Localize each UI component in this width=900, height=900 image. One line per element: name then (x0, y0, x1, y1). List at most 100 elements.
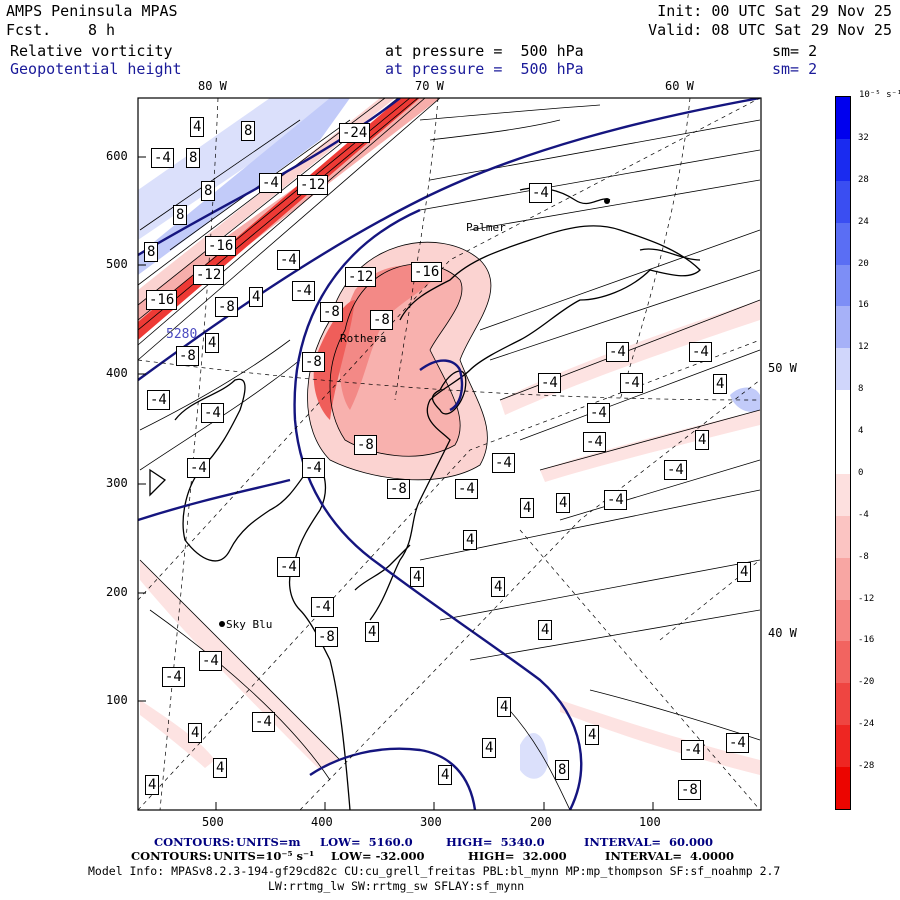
vorticity-label: 4 (695, 430, 710, 450)
model-info-physics: LW:rrtmg_lw SW:rrtmg_sw SFLAY:sf_mynn (268, 879, 525, 893)
vorticity-label: -4 (587, 403, 610, 423)
vorticity-contours-low: LOW= -32.000 (331, 849, 425, 863)
lon-label-80w: 80 W (198, 79, 227, 93)
vorticity-label: -16 (205, 236, 237, 256)
colorbar-band (836, 348, 850, 391)
station-marker-sky-blu (219, 621, 225, 627)
vorticity-label: 4 (190, 117, 205, 137)
vorticity-label: 4 (205, 333, 220, 353)
vorticity-label: 4 (463, 530, 478, 550)
vorticity-label: -4 (726, 733, 749, 753)
station-palmer: Palmer (466, 221, 506, 234)
field2-smoothing: sm= 2 (772, 60, 818, 78)
vorticity-label: 4 (213, 758, 228, 778)
vorticity-label: -8 (678, 780, 701, 800)
x-tick-300: 300 (420, 815, 442, 829)
colorbar-band (836, 515, 850, 559)
vorticity-contours-units: UNITS=10⁻⁵ s⁻¹ (213, 849, 315, 863)
lon-label-50w: 50 W (768, 361, 797, 375)
vorticity-label: 4 (410, 567, 425, 587)
vorticity-label: -4 (606, 342, 629, 362)
vorticity-label: -4 (664, 460, 687, 480)
colorbar-tick-label: 16 (858, 300, 869, 311)
vorticity-label: 4 (249, 287, 264, 307)
forecast-label: Fcst. (6, 21, 52, 39)
colorbar-tick-label: -20 (858, 677, 875, 688)
vorticity-label: 4 (438, 765, 453, 785)
vorticity-label: -8 (370, 310, 393, 330)
colorbar-tick-label: 20 (858, 258, 869, 269)
vorticity-label: -4 (162, 667, 185, 687)
vorticity-label: 8 (241, 121, 256, 141)
x-tick-100: 100 (639, 815, 661, 829)
colorbar-band (836, 599, 850, 642)
vorticity-label: -4 (492, 453, 515, 473)
vorticity-label: -16 (146, 290, 178, 310)
vorticity-label: 4 (737, 562, 752, 582)
vorticity-label: -8 (387, 479, 410, 499)
vorticity-label: 4 (713, 374, 728, 394)
model-title: AMPS Peninsula MPAS (6, 2, 178, 20)
coastline (149, 187, 701, 810)
colorbar-band (836, 641, 850, 684)
colorbar-band (836, 222, 850, 266)
vorticity-label: -24 (339, 123, 371, 143)
field1-level: at pressure = 500 hPa (385, 42, 584, 60)
map-frame (137, 97, 762, 811)
lon-label-40w: 40 W (768, 626, 797, 640)
vorticity-label: 4 (585, 725, 600, 745)
vorticity-label: 4 (538, 620, 553, 640)
vorticity-label: -4 (277, 250, 300, 270)
x-tick-400: 400 (311, 815, 333, 829)
station-rothera: Rothera (340, 332, 387, 345)
vorticity-contours-high: HIGH= 32.000 (468, 849, 567, 863)
y-tick-300: 300 (106, 476, 128, 490)
lon-label-70w: 70 W (415, 79, 444, 93)
vorticity-label: 4 (188, 723, 203, 743)
vorticity-label: -4 (620, 373, 643, 393)
vorticity-label: -4 (292, 281, 315, 301)
height-contours-label: CONTOURS: (154, 835, 235, 849)
vorticity-label: -4 (277, 557, 300, 577)
vorticity-label: -16 (411, 262, 443, 282)
valid-time: Valid: 08 UTC Sat 29 Nov 25 (648, 21, 892, 39)
colorbar-tick-label: 4 (858, 426, 864, 437)
height-contour-label: 5280 (166, 327, 198, 342)
vorticity-label: -8 (315, 627, 338, 647)
colorbar-tick-label: -24 (858, 719, 875, 730)
vorticity-label: -8 (354, 435, 377, 455)
height-contours-interval: INTERVAL= 60.000 (584, 835, 714, 849)
vorticity-label: -12 (345, 267, 377, 287)
vorticity-label: 4 (482, 738, 497, 758)
vorticity-label: -4 (187, 458, 210, 478)
colorbar-tick-label: 32 (858, 132, 869, 143)
colorbar-band (836, 264, 850, 307)
colorbar-band (836, 557, 850, 601)
vorticity-label: -4 (681, 740, 704, 760)
colorbar-band (836, 306, 850, 349)
vorticity-label: 4 (365, 622, 380, 642)
colorbar-tick-label: -16 (858, 635, 875, 646)
y-tick-200: 200 (106, 585, 128, 599)
colorbar-tick-label: -4 (858, 509, 869, 520)
vorticity-label: 8 (144, 242, 159, 262)
colorbar-band (836, 390, 850, 433)
vorticity-label: 4 (497, 697, 512, 717)
colorbar-band (836, 138, 850, 182)
lat-lon-grid (138, 98, 761, 810)
vorticity-label: -4 (538, 373, 561, 393)
colorbar-band (836, 432, 850, 475)
vorticity-label: 8 (201, 181, 216, 201)
colorbar-tick-label: 24 (858, 216, 869, 227)
x-tick-500: 500 (202, 815, 224, 829)
field1-smoothing: sm= 2 (772, 42, 818, 60)
colorbar-band (836, 725, 850, 768)
colorbar-tick-label: 0 (858, 467, 864, 478)
colorbar-tick-label: 8 (858, 384, 864, 395)
vorticity-label: -4 (201, 403, 224, 423)
vorticity-label: -4 (689, 342, 712, 362)
vorticity-label: -8 (302, 352, 325, 372)
vorticity-label: -4 (604, 490, 627, 510)
colorbar-band (836, 683, 850, 726)
